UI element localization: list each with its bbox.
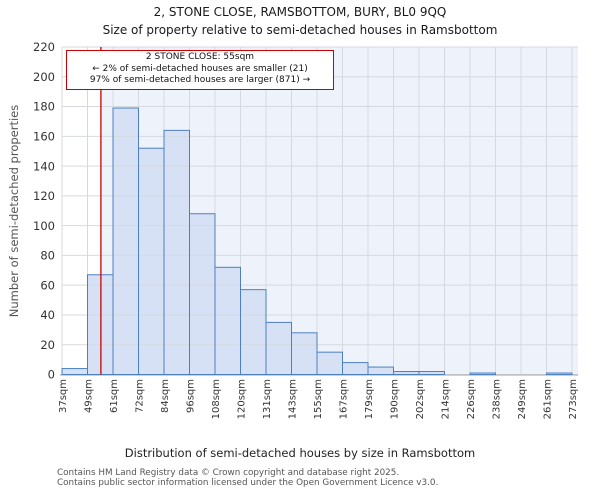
x-tick-label: 131sqm <box>262 379 273 419</box>
histogram-bar-fill <box>470 373 496 375</box>
x-tick-label: 249sqm <box>517 379 528 419</box>
histogram-bar-fill <box>342 362 368 375</box>
x-tick-label: 108sqm <box>211 379 222 419</box>
y-tick-label: 20 <box>40 338 55 352</box>
x-tick-label: 37sqm <box>58 379 69 413</box>
x-tick-label: 238sqm <box>491 379 502 419</box>
x-tick-label: 226sqm <box>466 379 477 419</box>
histogram-bar-outline <box>418 371 445 376</box>
x-tick-label: 96sqm <box>185 379 196 413</box>
histogram-bar-fill <box>164 130 190 375</box>
histogram-bar-outline <box>469 372 496 375</box>
chart-subtitle: Size of property relative to semi-detach… <box>102 23 498 37</box>
annotation-property-size: 2 STONE CLOSE: 55sqm <box>145 52 255 62</box>
y-axis-label: Number of semi-detached properties <box>7 104 21 318</box>
histogram-bar-outline <box>546 372 573 375</box>
annotation-larger-pct: 97% of semi-detached houses are larger (… <box>89 75 311 86</box>
x-tick-label: 143sqm <box>287 379 298 419</box>
histogram-bar-fill <box>189 213 215 375</box>
x-tick-label: 84sqm <box>160 379 171 413</box>
chart-title: 2, STONE CLOSE, RAMSBOTTOM, BURY, BL0 9Q… <box>153 5 447 19</box>
footer-line-2: Contains public sector information licen… <box>57 478 439 489</box>
x-axis-label: Distribution of semi-detached houses by … <box>124 446 476 460</box>
footer-line-1: Contains HM Land Registry data © Crown c… <box>57 468 400 478</box>
y-tick-label: 200 <box>33 70 55 84</box>
y-tick-label: 160 <box>33 130 55 144</box>
histogram-bar-fill <box>546 373 572 375</box>
y-tick-label: 80 <box>40 249 55 263</box>
x-tick-label: 72sqm <box>134 379 145 413</box>
histogram-bar-fill <box>113 108 139 375</box>
histogram-bar-fill <box>317 352 343 375</box>
y-tick-label: 120 <box>33 189 55 203</box>
x-tick-label: 49sqm <box>83 379 94 413</box>
y-tick-label: 180 <box>33 100 55 114</box>
x-tick-label: 273sqm <box>568 379 579 419</box>
y-tick-label: 0 <box>48 368 55 382</box>
histogram-bar-outline <box>367 366 394 376</box>
histogram-bar-fill <box>138 148 164 375</box>
x-tick-label: 190sqm <box>389 379 400 419</box>
histogram-bar-fill <box>240 289 266 375</box>
x-tick-label: 202sqm <box>415 379 426 419</box>
histogram-bar-fill <box>62 368 88 375</box>
y-tick-label: 220 <box>33 40 55 54</box>
histogram-bar-fill <box>215 267 241 375</box>
x-tick-label: 155sqm <box>313 379 324 419</box>
x-tick-label: 261sqm <box>542 379 553 419</box>
x-tick-label: 179sqm <box>364 379 375 419</box>
histogram-bar-fill <box>291 332 317 375</box>
x-tick-label: 167sqm <box>338 379 349 419</box>
attribution-footer: Contains HM Land Registry data © Crown c… <box>57 468 438 489</box>
y-tick-label: 100 <box>33 219 55 233</box>
y-tick-label: 40 <box>40 308 55 322</box>
y-tick-label: 60 <box>40 278 55 292</box>
x-tick-label: 61sqm <box>109 379 120 413</box>
x-tick-label: 214sqm <box>440 379 451 419</box>
histogram-bar-fill <box>393 371 419 375</box>
annotation-smaller-pct: ← 2% of semi-detached houses are smaller… <box>92 63 308 74</box>
histogram-bar-fill <box>419 371 445 375</box>
histogram-bar-fill <box>266 322 292 375</box>
x-tick-label: 120sqm <box>236 379 247 419</box>
histogram-bar-fill <box>368 367 394 375</box>
y-tick-label: 140 <box>33 159 55 173</box>
annotation-box: 2 STONE CLOSE: 55sqm ← 2% of semi-detach… <box>66 50 334 90</box>
